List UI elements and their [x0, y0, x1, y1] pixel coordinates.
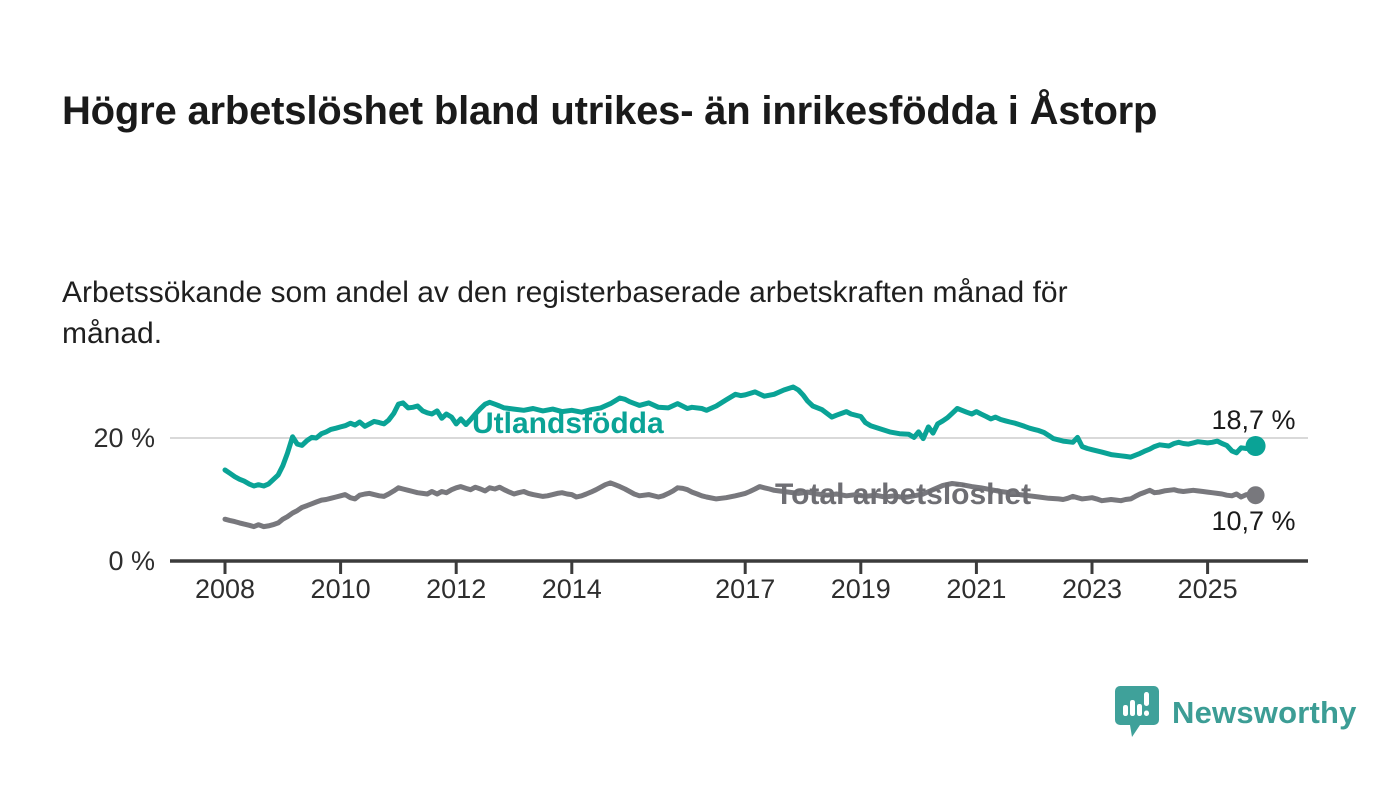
- x-axis-tick-label: 2017: [715, 574, 775, 604]
- series-end-dot: [1246, 486, 1265, 505]
- x-axis-tick-label: 2025: [1178, 574, 1238, 604]
- brand-footer: Newsworthy: [1115, 684, 1357, 742]
- series-label-utlandsf-dda: Utlandsfödda: [472, 407, 664, 440]
- y-axis-tick-label: 20 %: [93, 423, 155, 453]
- x-axis-tick-label: 2010: [311, 574, 371, 604]
- newsworthy-logo-icon: [1115, 686, 1159, 737]
- series-label-total-arbetsl-shet: Total arbetslöshet: [775, 478, 1031, 511]
- x-axis-tick-label: 2021: [946, 574, 1006, 604]
- series-line-total-arbetsl-shet: [222, 480, 1259, 530]
- logo-bar-chart-glyph: [1123, 692, 1149, 716]
- x-axis-tick-label: 2019: [831, 574, 891, 604]
- page-title: Högre arbetslöshet bland utrikes- än inr…: [62, 88, 1158, 133]
- chart-subtitle: Arbetssökande som andel av den registerb…: [62, 276, 1068, 350]
- x-axis-tick-label: 2008: [195, 574, 255, 604]
- series-line-utlandsf-dda: [222, 384, 1259, 489]
- series-end-value-label: 18,7 %: [1212, 405, 1296, 435]
- x-axis-tick-label: 2012: [426, 574, 486, 604]
- x-axis-tick-label: 2023: [1062, 574, 1122, 604]
- series-end-dot: [1245, 435, 1266, 456]
- y-axis-tick-label: 0 %: [108, 546, 155, 576]
- x-axis-tick-label: 2014: [542, 574, 602, 604]
- series-end-value-label: 10,7 %: [1212, 506, 1296, 536]
- brand-name: Newsworthy: [1172, 695, 1357, 730]
